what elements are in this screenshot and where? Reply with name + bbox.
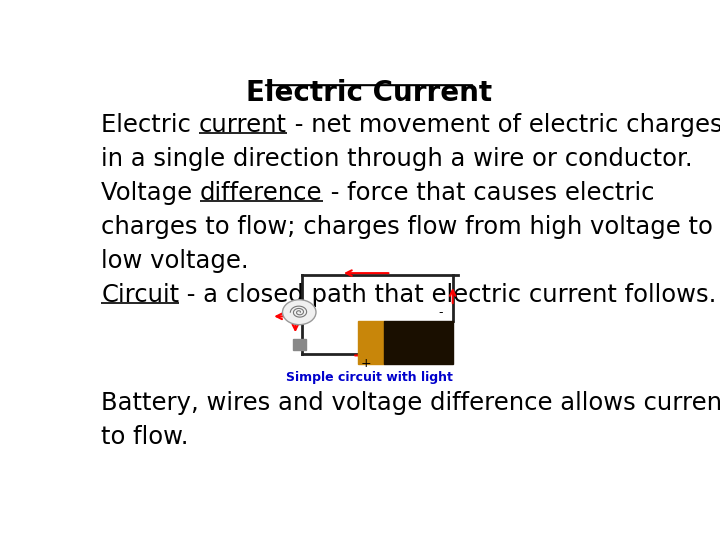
- Text: to flow.: to flow.: [101, 426, 189, 449]
- Text: - a closed path that electric current follows.: - a closed path that electric current fo…: [179, 283, 716, 307]
- Text: Battery, wires and voltage difference allows current: Battery, wires and voltage difference al…: [101, 391, 720, 415]
- Text: Simple circuit with light: Simple circuit with light: [286, 371, 452, 384]
- Text: charges to flow; charges flow from high voltage to: charges to flow; charges flow from high …: [101, 215, 713, 239]
- Text: Circuit: Circuit: [101, 283, 179, 307]
- Text: +: +: [361, 357, 372, 370]
- Text: - net movement of electric charges: - net movement of electric charges: [287, 113, 720, 137]
- Text: in a single direction through a wire or conductor.: in a single direction through a wire or …: [101, 147, 693, 171]
- Text: Electric Current: Electric Current: [246, 79, 492, 107]
- Text: Electric: Electric: [101, 113, 199, 137]
- Text: -: -: [438, 306, 444, 319]
- Circle shape: [282, 300, 316, 325]
- Bar: [292, 339, 306, 349]
- Bar: [384, 321, 453, 364]
- Text: low voltage.: low voltage.: [101, 249, 249, 273]
- Bar: [358, 321, 384, 364]
- Text: current: current: [199, 113, 287, 137]
- Text: Voltage: Voltage: [101, 181, 200, 205]
- Text: - force that causes electric: - force that causes electric: [323, 181, 654, 205]
- Text: difference: difference: [200, 181, 323, 205]
